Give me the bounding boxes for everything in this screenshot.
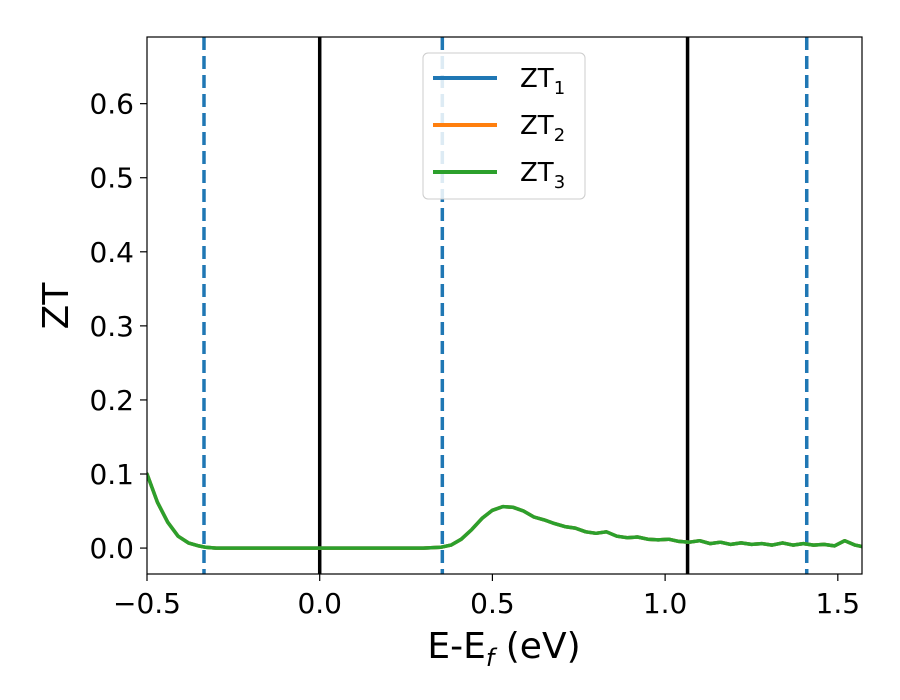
y-tick-label: 0.1	[89, 458, 134, 491]
x-axis-ticks: −0.5 0.0 0.5 1.0 1.5	[113, 574, 860, 620]
y-tick-label: 0.4	[89, 236, 134, 269]
series-line-zt2	[147, 472, 862, 550]
y-tick-label: 0.0	[89, 532, 134, 565]
x-tick-label: −0.5	[113, 587, 181, 620]
x-tick-label: 0.0	[297, 587, 342, 620]
y-tick-label: 0.6	[89, 88, 134, 121]
y-axis-label: ZT	[36, 282, 77, 330]
series-line-zt1	[147, 472, 862, 550]
y-tick-label: 0.2	[89, 384, 134, 417]
series-line-zt3	[147, 472, 862, 550]
x-tick-label: 1.0	[643, 587, 688, 620]
legend-box	[422, 52, 586, 200]
series-lines	[147, 472, 862, 550]
y-tick-label: 0.3	[89, 310, 134, 343]
vertical-lines	[202, 37, 809, 574]
x-axis-label: E-Ef (eV)	[427, 626, 580, 672]
legend-label-zt3: ZT3	[520, 158, 565, 193]
plot-frame	[146, 36, 863, 575]
x-tick-label: 1.5	[816, 587, 861, 620]
y-tick-label: 0.5	[89, 162, 134, 195]
legend: ZT1 ZT2 ZT3	[422, 52, 586, 200]
legend-label-zt2: ZT2	[520, 111, 565, 146]
legend-label-zt1: ZT1	[520, 64, 565, 99]
x-tick-label: 0.5	[470, 587, 515, 620]
y-axis-ticks: 0.0 0.1 0.2 0.3 0.4 0.5 0.6	[89, 88, 147, 565]
